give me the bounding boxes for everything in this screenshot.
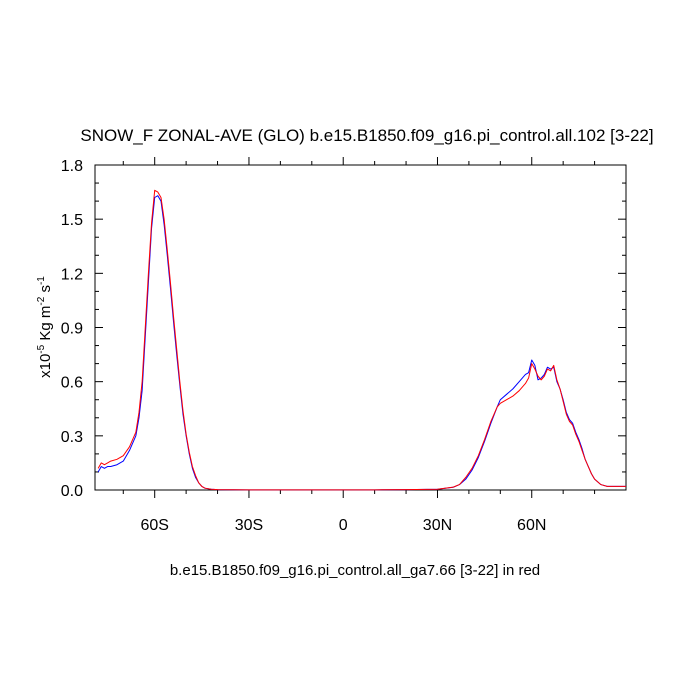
y-tick-label: 0.0 — [61, 483, 83, 500]
chart-caption: b.e15.B1850.f09_g16.pi_control.all_ga7.6… — [170, 562, 540, 579]
y-tick-label: 1.8 — [61, 158, 83, 175]
x-tick-label: 30N — [423, 517, 452, 534]
x-tick-label: 60S — [140, 517, 168, 534]
y-tick-label: 0.9 — [61, 321, 83, 338]
y-axis: 0.0 0.3 0.6 0.9 1.2 1.5 1.8 — [61, 158, 626, 500]
y-tick-label: 1.2 — [61, 266, 83, 283]
x-tick-label: 60N — [517, 517, 546, 534]
y-tick-label: 0.6 — [61, 375, 83, 392]
series-line-0 — [97, 195, 626, 491]
y-tick-label: 0.3 — [61, 429, 83, 446]
ylabel-exp2: -2 — [36, 296, 47, 305]
ylabel-exp1: -5 — [36, 344, 47, 353]
x-tick-label: 0 — [339, 517, 348, 534]
y-tick-label: 1.5 — [61, 212, 83, 229]
ylabel-prefix: x10 — [37, 354, 54, 378]
y-axis-label: x10-5 Kg m-2 s-1 — [36, 276, 54, 378]
x-axis: 60S 30S 0 30N 60N — [122, 157, 596, 534]
ylabel-mid2: s — [37, 285, 54, 297]
series-line-1 — [97, 189, 626, 491]
ylabel-mid: Kg m — [37, 306, 54, 345]
series-layer — [97, 189, 626, 491]
ylabel-exp3: -1 — [36, 276, 47, 285]
chart-title: SNOW_F ZONAL-AVE (GLO) b.e15.B1850.f09_g… — [80, 126, 653, 145]
x-tick-label: 30S — [235, 517, 263, 534]
